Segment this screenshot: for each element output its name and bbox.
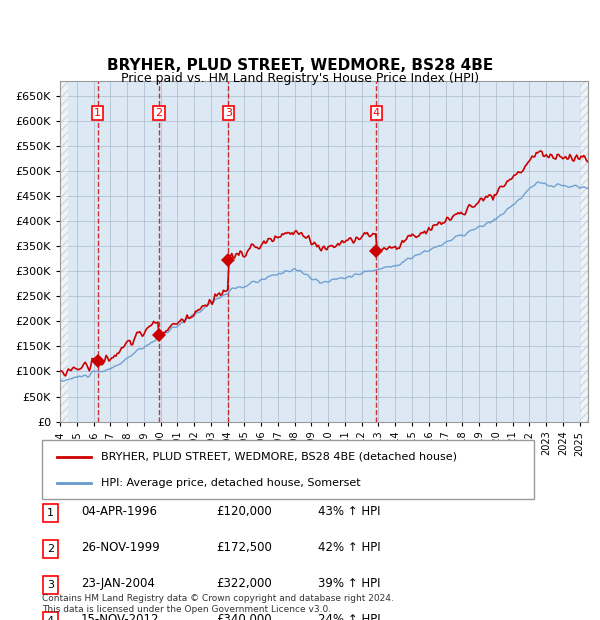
Text: 42% ↑ HPI: 42% ↑ HPI [318,541,380,554]
Text: 39% ↑ HPI: 39% ↑ HPI [318,577,380,590]
Text: 2: 2 [155,108,163,118]
Text: HPI: Average price, detached house, Somerset: HPI: Average price, detached house, Some… [101,477,361,487]
Text: 23-JAN-2004: 23-JAN-2004 [81,577,155,590]
Text: 04-APR-1996: 04-APR-1996 [81,505,157,518]
Text: 4: 4 [47,616,54,620]
Text: 3: 3 [225,108,232,118]
FancyBboxPatch shape [42,440,534,499]
Text: £340,000: £340,000 [216,613,272,620]
Text: BRYHER, PLUD STREET, WEDMORE, BS28 4BE: BRYHER, PLUD STREET, WEDMORE, BS28 4BE [107,58,493,73]
Text: 2: 2 [47,544,54,554]
FancyBboxPatch shape [43,576,58,593]
Text: Contains HM Land Registry data © Crown copyright and database right 2024.
This d: Contains HM Land Registry data © Crown c… [42,595,394,614]
Text: £322,000: £322,000 [216,577,272,590]
FancyBboxPatch shape [43,504,58,521]
Text: 15-NOV-2012: 15-NOV-2012 [81,613,160,620]
Text: 1: 1 [47,508,54,518]
Text: BRYHER, PLUD STREET, WEDMORE, BS28 4BE (detached house): BRYHER, PLUD STREET, WEDMORE, BS28 4BE (… [101,452,457,462]
Text: £120,000: £120,000 [216,505,272,518]
Text: 3: 3 [47,580,54,590]
FancyBboxPatch shape [43,612,58,620]
Text: 1: 1 [94,108,101,118]
Text: 4: 4 [373,108,380,118]
Text: Price paid vs. HM Land Registry's House Price Index (HPI): Price paid vs. HM Land Registry's House … [121,73,479,85]
Text: 43% ↑ HPI: 43% ↑ HPI [318,505,380,518]
Text: 24% ↑ HPI: 24% ↑ HPI [318,613,380,620]
Text: 26-NOV-1999: 26-NOV-1999 [81,541,160,554]
FancyBboxPatch shape [43,540,58,557]
Text: £172,500: £172,500 [216,541,272,554]
